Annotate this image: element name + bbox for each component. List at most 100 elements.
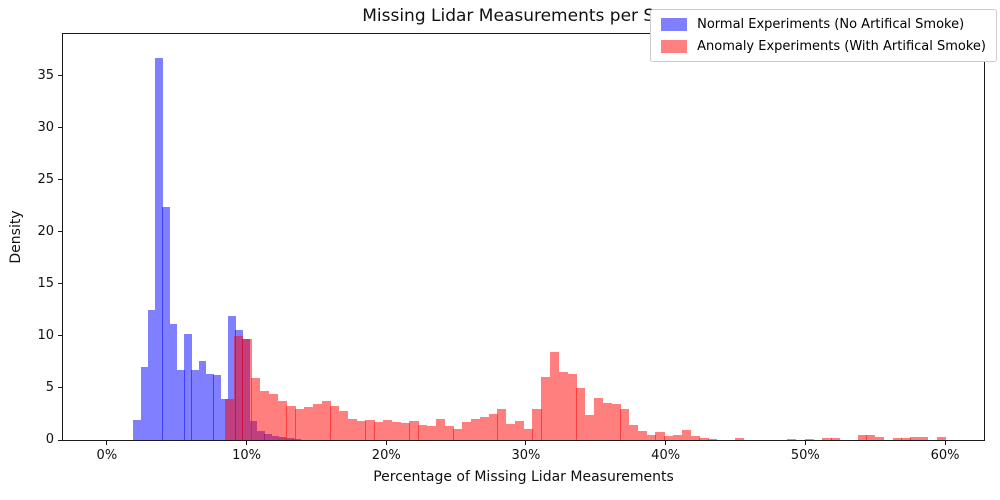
histogram-bar xyxy=(330,405,340,440)
histogram-bar xyxy=(383,419,393,440)
histogram-bar xyxy=(268,394,278,440)
histogram-bar xyxy=(140,367,149,440)
histogram-bar xyxy=(251,377,261,440)
histogram-bar xyxy=(506,424,516,440)
legend-entry-label: Normal Experiments (No Artifical Smoke) xyxy=(697,17,965,32)
histogram-bar xyxy=(787,438,797,440)
histogram-bar xyxy=(875,437,885,440)
histogram-bar xyxy=(162,206,170,440)
histogram-bar xyxy=(901,437,911,440)
legend: Normal Experiments (No Artifical Smoke) … xyxy=(650,9,997,62)
histogram-bar xyxy=(523,429,533,440)
histogram-bar xyxy=(532,408,542,440)
y-tick-mark xyxy=(58,179,63,181)
histogram-bar xyxy=(602,402,612,440)
histogram-bar xyxy=(611,403,621,440)
histogram-bar xyxy=(734,438,744,440)
histogram-bar xyxy=(629,424,639,440)
histogram-bar xyxy=(400,423,410,440)
histogram-bar xyxy=(892,437,902,440)
histogram-bar xyxy=(277,400,287,440)
histogram-bar xyxy=(681,430,691,440)
histogram-bar xyxy=(260,391,270,440)
histogram-bar xyxy=(224,399,235,440)
x-tick-mark xyxy=(106,440,108,445)
histogram-bar xyxy=(198,360,207,440)
histogram-bar xyxy=(673,434,683,440)
histogram-bar xyxy=(857,435,867,440)
histogram-bar xyxy=(409,420,419,440)
x-tick-mark xyxy=(804,440,806,445)
histogram-bar xyxy=(831,438,841,440)
histogram-bar xyxy=(462,421,472,440)
x-tick-label: 10% xyxy=(232,448,261,463)
histogram-bar xyxy=(321,401,331,440)
histogram-bar xyxy=(303,406,314,440)
x-tick-mark xyxy=(246,440,248,445)
y-tick-mark xyxy=(58,75,63,77)
histogram-bar xyxy=(220,399,229,440)
histogram-bar xyxy=(365,419,375,440)
y-tick-mark xyxy=(58,387,63,389)
y-tick-mark xyxy=(58,127,63,129)
x-tick-mark xyxy=(944,440,946,445)
histogram-bar xyxy=(169,324,178,440)
histogram-bar xyxy=(488,413,498,440)
histogram-bar xyxy=(567,373,577,440)
histogram-bar xyxy=(347,419,358,440)
histogram-bar xyxy=(339,410,349,440)
y-tick-mark xyxy=(58,231,63,233)
histogram-bar xyxy=(312,403,322,440)
y-tick-label: 30 xyxy=(37,119,54,135)
histogram-bar xyxy=(558,372,568,440)
x-tick-mark xyxy=(665,440,667,445)
histogram-bar xyxy=(295,408,305,440)
x-tick-label: 20% xyxy=(371,448,401,463)
x-tick-label: 30% xyxy=(511,448,541,463)
y-tick-label: 20 xyxy=(37,223,54,239)
y-tick-label: 10 xyxy=(37,327,54,343)
y-tick-label: 35 xyxy=(37,67,54,83)
x-tick-mark xyxy=(525,440,527,445)
histogram-bar xyxy=(191,370,200,440)
normal-series-swatch xyxy=(661,18,688,31)
legend-entry-anomaly: Anomaly Experiments (With Artifical Smok… xyxy=(661,39,986,54)
y-tick-label: 0 xyxy=(45,432,54,447)
histogram-bar xyxy=(233,335,243,440)
histogram-bar xyxy=(427,425,437,440)
histogram-bar xyxy=(936,436,946,440)
y-tick-label: 15 xyxy=(37,275,54,291)
histogram-bar xyxy=(147,309,156,440)
y-tick-mark xyxy=(58,439,63,441)
histogram-bar xyxy=(576,388,586,440)
x-tick-label: 40% xyxy=(651,448,681,463)
anomaly-series-swatch xyxy=(661,40,688,53)
histogram-bar xyxy=(155,57,163,440)
x-tick-label: 50% xyxy=(790,448,820,463)
histogram-bar xyxy=(242,339,252,440)
histogram-bar xyxy=(356,420,366,440)
histogram-bar xyxy=(550,352,560,440)
histogram-bar xyxy=(664,436,674,440)
histogram-bar xyxy=(822,437,832,440)
histogram-bar xyxy=(690,436,700,440)
histogram-bar xyxy=(206,374,214,440)
x-tick-mark xyxy=(385,440,387,445)
y-axis-label: Density xyxy=(8,210,24,264)
x-tick-label: 60% xyxy=(930,448,960,463)
histogram-bar xyxy=(176,370,185,440)
histogram-bar xyxy=(418,425,428,440)
x-axis-label: Percentage of Missing Lidar Measurements xyxy=(373,469,674,485)
histogram-bar xyxy=(479,417,489,440)
histogram-bar xyxy=(699,437,709,440)
histogram-bar xyxy=(593,398,604,440)
histogram-bar xyxy=(453,429,463,440)
histogram-bar xyxy=(286,405,296,440)
histogram-layer xyxy=(63,34,984,440)
histogram-bar xyxy=(910,437,920,440)
histogram-bar xyxy=(866,434,876,440)
histogram-bar xyxy=(213,375,221,440)
histogram-bar xyxy=(470,419,481,440)
histogram-bar xyxy=(227,316,236,440)
